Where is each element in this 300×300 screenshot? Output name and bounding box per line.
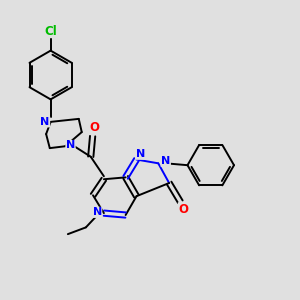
Text: O: O [89, 122, 100, 134]
Text: N: N [136, 149, 145, 159]
Text: O: O [178, 203, 188, 216]
Text: N: N [66, 140, 75, 151]
Text: N: N [92, 207, 102, 218]
Text: Cl: Cl [44, 25, 57, 38]
Text: N: N [40, 117, 50, 127]
Text: N: N [161, 156, 170, 167]
